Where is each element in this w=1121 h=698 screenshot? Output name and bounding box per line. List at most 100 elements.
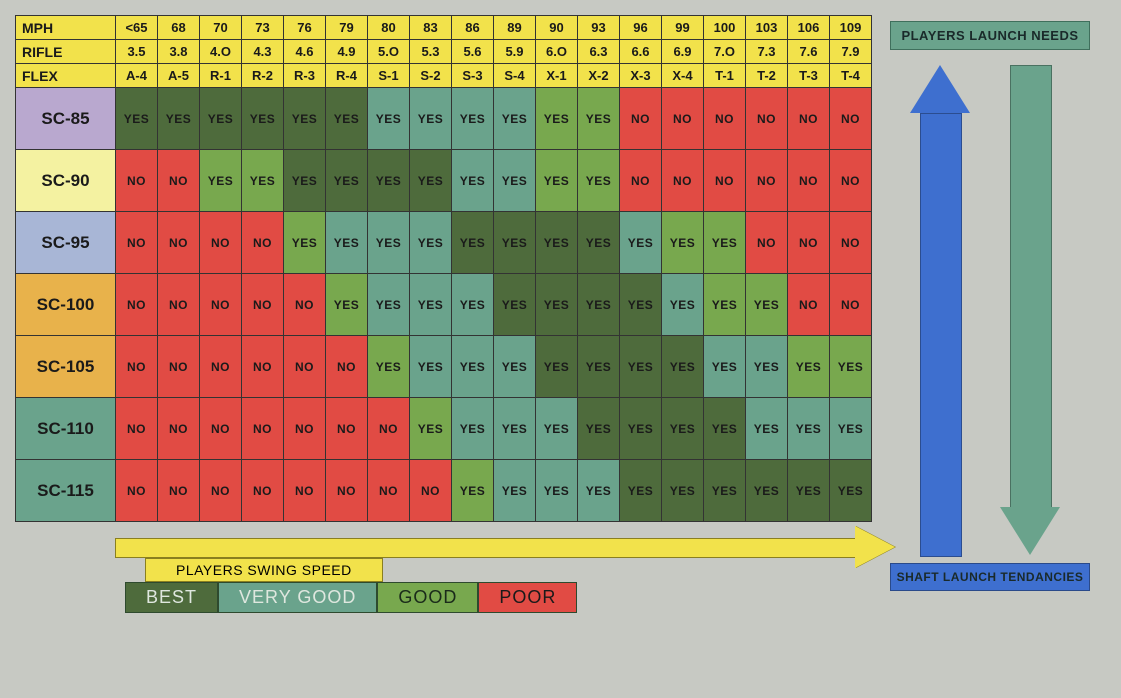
- data-cell: YES: [620, 212, 662, 274]
- data-cell: NO: [242, 460, 284, 522]
- header-cell: 7.O: [704, 40, 746, 64]
- header-cell: 7.3: [746, 40, 788, 64]
- data-cell: YES: [704, 336, 746, 398]
- data-cell: YES: [830, 460, 872, 522]
- data-cell: YES: [662, 336, 704, 398]
- header-cell: 96: [620, 16, 662, 40]
- data-cell: NO: [116, 336, 158, 398]
- data-cell: NO: [620, 88, 662, 150]
- data-cell: YES: [494, 398, 536, 460]
- header-cell: 5.9: [494, 40, 536, 64]
- data-cell: YES: [788, 460, 830, 522]
- data-cell: NO: [788, 212, 830, 274]
- data-cell: YES: [452, 212, 494, 274]
- data-cell: NO: [200, 274, 242, 336]
- data-cell: YES: [662, 398, 704, 460]
- row-label: SC-110: [16, 398, 116, 460]
- header-cell: 100: [704, 16, 746, 40]
- table-region: MPH<656870737679808386899093969910010310…: [15, 15, 872, 613]
- data-cell: NO: [158, 150, 200, 212]
- legend-segment: BEST: [125, 582, 218, 613]
- data-cell: YES: [578, 398, 620, 460]
- data-cell: YES: [536, 88, 578, 150]
- header-cell: S-3: [452, 64, 494, 88]
- data-cell: YES: [410, 274, 452, 336]
- header-cell: X-2: [578, 64, 620, 88]
- legend-segment: VERY GOOD: [218, 582, 377, 613]
- header-cell: 80: [368, 16, 410, 40]
- data-cell: NO: [326, 336, 368, 398]
- data-cell: NO: [704, 88, 746, 150]
- data-cell: YES: [830, 336, 872, 398]
- header-row: FLEXA-4A-5R-1R-2R-3R-4S-1S-2S-3S-4X-1X-2…: [16, 64, 872, 88]
- data-cell: NO: [116, 398, 158, 460]
- header-cell: 5.6: [452, 40, 494, 64]
- header-cell: T-2: [746, 64, 788, 88]
- data-cell: NO: [200, 212, 242, 274]
- data-cell: YES: [326, 212, 368, 274]
- data-cell: NO: [662, 88, 704, 150]
- header-cell: 3.5: [116, 40, 158, 64]
- header-cell: T-3: [788, 64, 830, 88]
- data-row: SC-85YESYESYESYESYESYESYESYESYESYESYESYE…: [16, 88, 872, 150]
- players-launch-needs-label: PLAYERS LAUNCH NEEDS: [890, 21, 1090, 50]
- data-row: SC-105NONONONONONOYESYESYESYESYESYESYESY…: [16, 336, 872, 398]
- data-cell: NO: [242, 398, 284, 460]
- data-cell: YES: [494, 274, 536, 336]
- data-cell: YES: [200, 88, 242, 150]
- header-row-label: RIFLE: [16, 40, 116, 64]
- header-cell: 70: [200, 16, 242, 40]
- data-cell: NO: [326, 460, 368, 522]
- data-cell: YES: [494, 336, 536, 398]
- data-cell: YES: [158, 88, 200, 150]
- data-cell: YES: [200, 150, 242, 212]
- header-cell: T-1: [704, 64, 746, 88]
- header-cell: T-4: [830, 64, 872, 88]
- data-cell: YES: [452, 398, 494, 460]
- data-cell: YES: [284, 150, 326, 212]
- data-cell: YES: [788, 336, 830, 398]
- data-cell: NO: [284, 460, 326, 522]
- data-cell: YES: [620, 398, 662, 460]
- header-row-label: MPH: [16, 16, 116, 40]
- data-cell: YES: [326, 88, 368, 150]
- header-cell: 4.3: [242, 40, 284, 64]
- swing-speed-label: PLAYERS SWING SPEED: [15, 562, 872, 580]
- data-cell: YES: [410, 212, 452, 274]
- header-row: RIFLE3.53.84.O4.34.64.95.O5.35.65.96.O6.…: [16, 40, 872, 64]
- data-cell: YES: [620, 336, 662, 398]
- header-cell: 79: [326, 16, 368, 40]
- header-cell: S-1: [368, 64, 410, 88]
- data-cell: YES: [536, 212, 578, 274]
- data-cell: NO: [116, 212, 158, 274]
- header-row-label: FLEX: [16, 64, 116, 88]
- data-cell: YES: [368, 150, 410, 212]
- data-cell: YES: [410, 336, 452, 398]
- data-cell: YES: [746, 336, 788, 398]
- row-label: SC-95: [16, 212, 116, 274]
- data-cell: YES: [746, 398, 788, 460]
- header-cell: S-2: [410, 64, 452, 88]
- data-cell: YES: [578, 336, 620, 398]
- data-cell: NO: [242, 336, 284, 398]
- data-cell: YES: [452, 150, 494, 212]
- data-cell: NO: [158, 398, 200, 460]
- header-cell: R-4: [326, 64, 368, 88]
- data-cell: YES: [494, 150, 536, 212]
- row-label: SC-115: [16, 460, 116, 522]
- legend-segment: GOOD: [377, 582, 478, 613]
- header-cell: 89: [494, 16, 536, 40]
- header-cell: R-2: [242, 64, 284, 88]
- data-cell: NO: [200, 460, 242, 522]
- data-cell: YES: [368, 88, 410, 150]
- header-cell: X-1: [536, 64, 578, 88]
- header-cell: 4.6: [284, 40, 326, 64]
- header-cell: 86: [452, 16, 494, 40]
- data-cell: YES: [116, 88, 158, 150]
- data-cell: YES: [452, 460, 494, 522]
- fitting-table: MPH<656870737679808386899093969910010310…: [15, 15, 872, 522]
- data-cell: YES: [662, 460, 704, 522]
- data-cell: YES: [242, 88, 284, 150]
- data-cell: YES: [368, 336, 410, 398]
- data-cell: YES: [452, 336, 494, 398]
